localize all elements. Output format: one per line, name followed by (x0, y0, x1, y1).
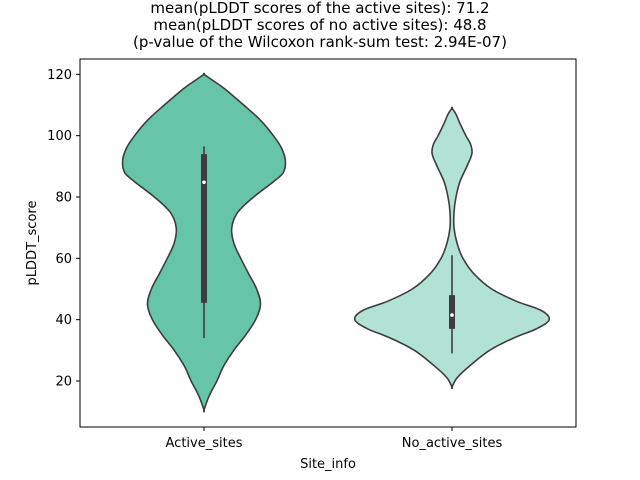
y-tick-label-3: 60 (55, 252, 72, 267)
y-tick-label-4: 80 (55, 191, 72, 206)
violin-2 (353, 106, 551, 390)
chart-title-line-2: mean(pLDDT scores of no active sites): 4… (153, 16, 487, 34)
y-tick-label-5: 100 (47, 129, 72, 144)
x-tick-label-1: Active_sites (166, 436, 243, 451)
y-axis-label: pLDDT_score (25, 201, 40, 286)
median-dot-1 (202, 180, 206, 185)
x-axis: Active_sites No_active_sites (166, 427, 503, 451)
y-tick-label-2: 40 (55, 313, 72, 328)
boxes-layer (201, 146, 455, 354)
chart-title-line-3: (p-value of the Wilcoxon rank-sum test: … (133, 33, 507, 51)
plot-frame (79, 58, 577, 428)
iqr-box-2 (449, 295, 455, 329)
x-axis-label: Site_info (300, 457, 356, 472)
median-dot-2 (450, 313, 454, 317)
chart-title-line-1: mean(pLDDT scores of the active sites): … (150, 0, 490, 17)
x-tick-label-2: No_active_sites (402, 436, 503, 451)
y-tick-label-6: 120 (47, 68, 72, 83)
y-tick-label-1: 20 (55, 375, 72, 390)
iqr-box-1 (201, 154, 207, 303)
y-axis: 20 40 60 80 100 120 (47, 68, 80, 390)
violins-layer (121, 72, 551, 413)
